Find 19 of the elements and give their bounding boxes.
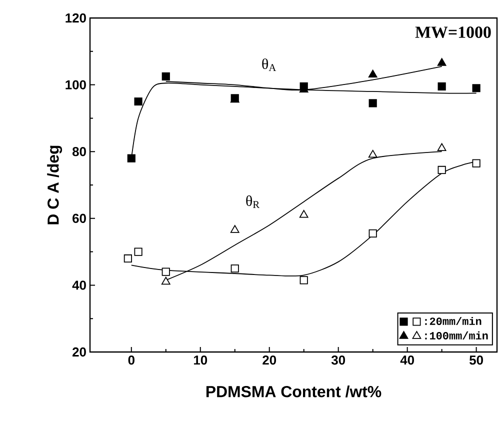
x-tick-label: 30	[331, 356, 346, 365]
annotation: MW=1000	[415, 26, 491, 38]
y-tick-label: 120	[66, 13, 86, 23]
y-tick-label: 60	[72, 214, 86, 223]
y-tick-label: 100	[66, 80, 86, 90]
x-axis-title: PDMSMA Content /wt%	[206, 386, 382, 398]
x-tick-label: 50	[470, 356, 483, 365]
y-tick-label: 40	[72, 280, 86, 290]
y-tick-label: 20	[72, 347, 86, 357]
y-axis-title: D C A /deg	[47, 146, 62, 224]
x-tick-label: 40	[400, 356, 414, 365]
legend-label: :20mm/min	[425, 316, 482, 326]
annotation: θ$_{A}$	[262, 58, 276, 72]
annotation: θ$_{R}$	[246, 195, 260, 208]
y-tick-label: 80	[72, 147, 86, 156]
legend-label: :100mm/min	[425, 331, 488, 340]
x-tick-label: 0	[128, 356, 134, 365]
x-tick-label: 10	[194, 356, 208, 365]
x-tick-label: 20	[262, 356, 276, 365]
